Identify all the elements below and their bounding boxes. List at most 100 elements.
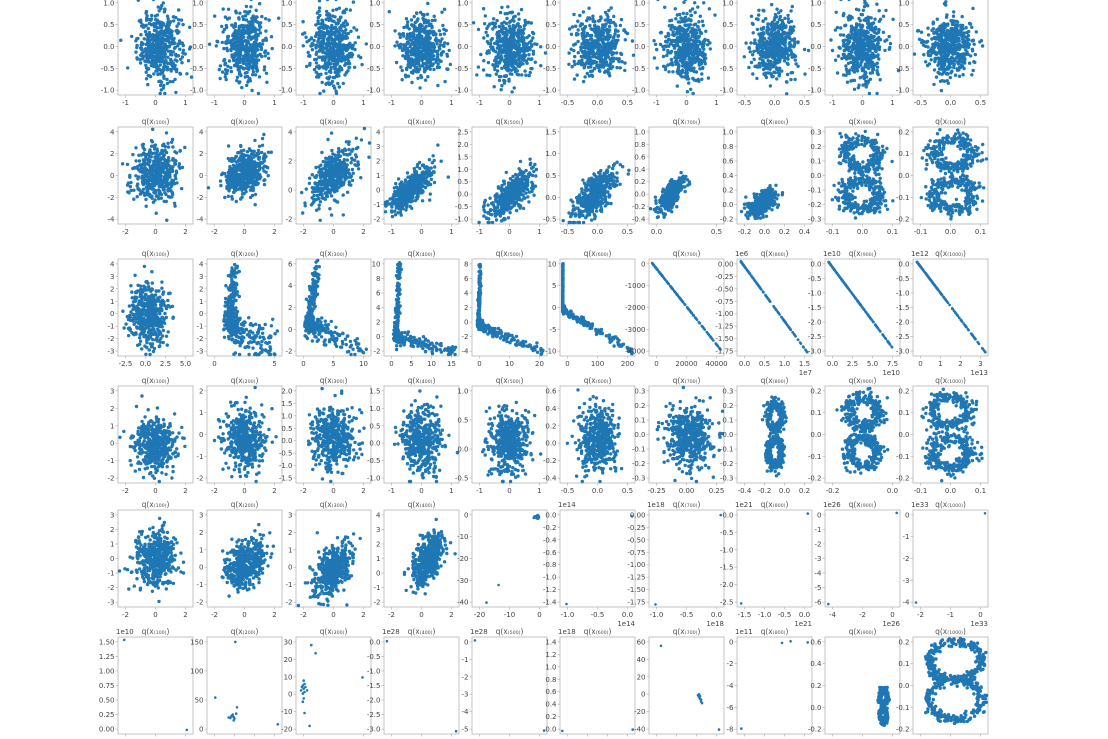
scatter-point xyxy=(619,66,622,69)
scatter-point xyxy=(943,2,946,5)
scatter-point xyxy=(244,39,247,42)
scatter-point xyxy=(791,5,794,8)
scatter-point xyxy=(157,80,160,83)
x-tick-label: 0.0 xyxy=(592,99,603,107)
scatter-point xyxy=(866,31,869,34)
scatter-point xyxy=(342,82,345,85)
scatter-point xyxy=(177,18,180,21)
scatter-point xyxy=(762,61,765,64)
scatter-point xyxy=(255,37,258,40)
scatter-point xyxy=(426,75,429,78)
scatter-point xyxy=(351,47,354,50)
scatter-point xyxy=(527,53,530,56)
scatter-point xyxy=(445,67,448,70)
scatter-point xyxy=(305,65,308,68)
scatter-point xyxy=(170,69,173,72)
scatter-point xyxy=(213,14,216,17)
scatter-point xyxy=(315,31,318,34)
scatter-point xyxy=(703,60,706,63)
scatter-point xyxy=(147,27,150,30)
y-tick-label: 0.5 xyxy=(810,21,821,29)
scatter-point xyxy=(922,53,925,56)
scatter-point xyxy=(855,65,858,68)
scatter-point xyxy=(130,35,133,38)
y-tick-label: 1.0 xyxy=(634,0,645,7)
scatter-point xyxy=(237,81,240,84)
scatter-point xyxy=(609,34,612,37)
scatter-point xyxy=(343,31,346,34)
scatter-point xyxy=(479,53,482,56)
scatter-point xyxy=(702,44,705,47)
scatter-point xyxy=(238,56,241,59)
scatter-point xyxy=(342,55,345,58)
scatter-point xyxy=(596,26,599,29)
scatter-point xyxy=(423,70,426,73)
y-tick-label: -0.5 xyxy=(543,65,557,73)
scatter-point xyxy=(308,54,311,57)
scatter-point xyxy=(876,65,879,68)
scatter-point xyxy=(930,37,933,40)
scatter-point xyxy=(700,72,703,75)
scatter-point xyxy=(181,23,184,26)
scatter-point xyxy=(758,63,761,66)
scatter-point xyxy=(585,19,588,22)
scatter-point xyxy=(166,23,169,26)
scatter-point xyxy=(250,89,253,92)
scatter-point xyxy=(508,24,511,27)
scatter-point xyxy=(345,8,348,11)
scatter-point xyxy=(136,37,139,40)
scatter-point xyxy=(224,75,227,78)
scatter-point xyxy=(255,15,258,18)
scatter-point xyxy=(698,35,701,38)
scatter-point xyxy=(702,24,705,27)
scatter-point xyxy=(678,25,681,28)
scatter-point xyxy=(611,65,614,68)
scatter-point xyxy=(590,74,593,77)
x-tick-label: 0 xyxy=(860,99,864,107)
scatter-point xyxy=(505,53,508,56)
scatter-point xyxy=(592,39,595,42)
scatter-point xyxy=(866,65,869,68)
scatter-point xyxy=(783,59,786,62)
scatter-point xyxy=(425,47,428,50)
scatter-panel-r1-c5: -1 0 11.00.50.0-0.5-1.0 xyxy=(455,0,547,107)
scatter-point xyxy=(842,14,845,17)
scatter-point xyxy=(522,32,525,35)
scatter-point xyxy=(770,3,773,6)
scatter-point xyxy=(329,42,332,45)
scatter-point xyxy=(846,57,849,60)
scatter-point xyxy=(756,28,759,31)
scatter-point xyxy=(129,185,132,188)
scatter-point xyxy=(620,53,623,56)
scatter-point xyxy=(949,19,952,22)
scatter-point xyxy=(575,73,578,76)
scatter-point xyxy=(395,41,398,44)
scatter-point xyxy=(339,16,342,19)
scatter-point xyxy=(501,24,504,27)
scatter-point xyxy=(762,64,765,67)
scatter-point xyxy=(440,53,443,56)
scatter-panel-r1-c4: -1 0 11.00.50.0-0.5-1.0 xyxy=(367,0,459,107)
scatter-point xyxy=(165,200,168,203)
scatter-point xyxy=(689,18,692,21)
scatter-point xyxy=(782,31,785,34)
scatter-point xyxy=(226,38,229,41)
scatter-point xyxy=(443,80,446,83)
scatter-point xyxy=(777,56,780,59)
scatter-point xyxy=(159,92,162,95)
scatter-point xyxy=(150,155,153,158)
scatter-point xyxy=(666,44,669,47)
scatter-point xyxy=(843,53,846,56)
scatter-point xyxy=(323,46,326,49)
scatter-point xyxy=(247,36,250,39)
scatter-point xyxy=(793,78,796,81)
scatter-point xyxy=(748,46,751,49)
scatter-point xyxy=(238,25,241,28)
scatter-point xyxy=(171,80,174,83)
scatter-point xyxy=(221,30,224,33)
scatter-point xyxy=(509,20,512,23)
scatter-point xyxy=(326,25,329,28)
scatter-point xyxy=(158,44,161,47)
scatter-point xyxy=(783,43,786,46)
scatter-point xyxy=(343,58,346,61)
